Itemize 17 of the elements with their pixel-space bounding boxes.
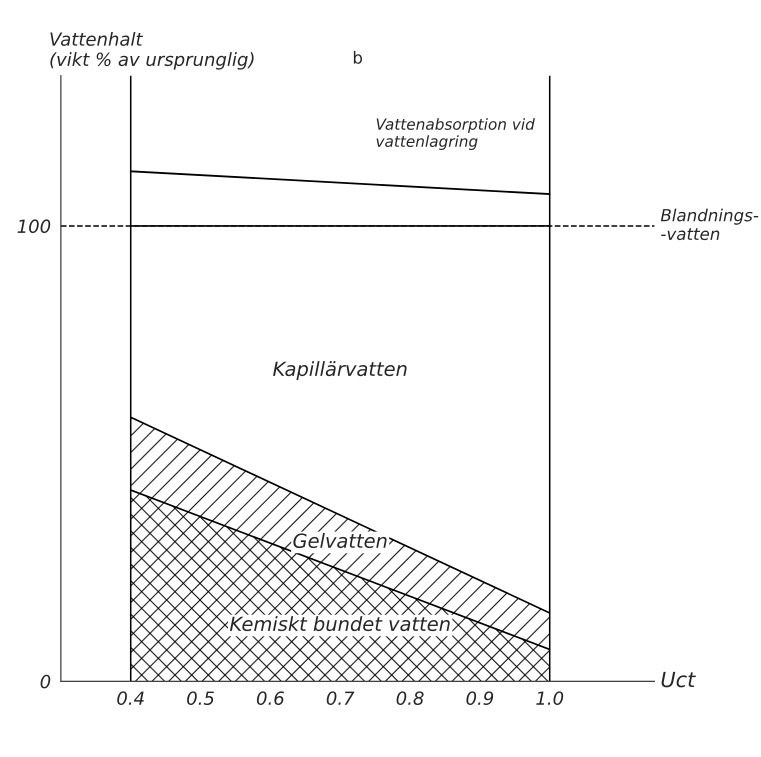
- y-tick-label: 100: [18, 219, 50, 234]
- y-tick-label: 0: [40, 674, 50, 688]
- x-tick-label: 0.4: [117, 691, 144, 705]
- series-label: Kemiskt bundet vatten: [230, 616, 450, 632]
- x-tick-label: 0.6: [256, 691, 284, 705]
- x-tick-label: 1.0: [536, 691, 564, 705]
- x-tick-label: 0.7: [326, 691, 354, 705]
- series-label: Gelvatten: [293, 533, 387, 548]
- x-tick-label: 0.5: [187, 691, 214, 705]
- x-tick-label: 0.8: [396, 691, 424, 705]
- annotation: Vattenabsorption vid vattenlagring: [376, 118, 535, 150]
- y-axis-title: Vattenhalt (vikt % av ursprunglig): [50, 32, 254, 70]
- ref-line-label: Blandnings- -vatten: [660, 208, 758, 240]
- series-label: Kapillärvatten: [273, 361, 407, 380]
- text: b: [354, 50, 362, 64]
- x-axis-title: Uct: [662, 672, 696, 688]
- x-tick-label: 0.9: [466, 691, 494, 705]
